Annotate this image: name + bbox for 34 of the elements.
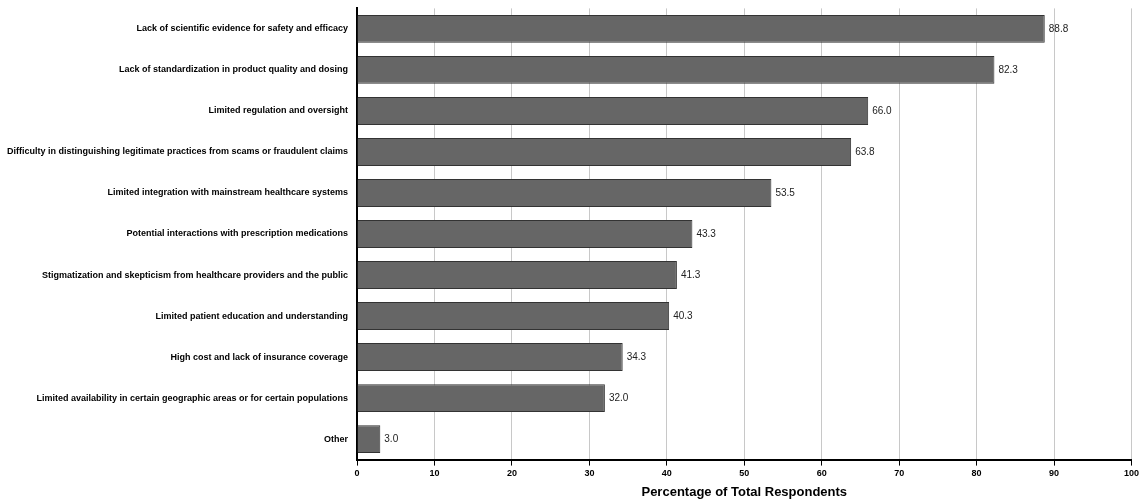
data-label: 32.0 bbox=[608, 391, 629, 403]
x-tick-label: 80 bbox=[971, 468, 982, 479]
y-tick-label: Lack of scientific evidence for safety and efficacy bbox=[136, 23, 349, 34]
y-tick-label: Limited regulation and oversight bbox=[208, 105, 349, 116]
y-tick-label: Potential interactions with prescription medications bbox=[126, 228, 349, 239]
y-tick-label: Lack of standardization in product quality and dosing bbox=[119, 64, 349, 75]
data-label: 66.0 bbox=[872, 104, 893, 116]
x-tick-label: 90 bbox=[1049, 468, 1060, 479]
x-tick-label: 0 bbox=[354, 468, 360, 479]
x-tick-label: 10 bbox=[429, 468, 440, 479]
y-tick-label: Stigmatization and skepticism from healthcare providers and the public bbox=[41, 269, 349, 280]
x-tick-label: 40 bbox=[661, 468, 672, 479]
x-tick-label: 20 bbox=[506, 468, 517, 479]
x-tick-label: 30 bbox=[584, 468, 595, 479]
data-label: 63.8 bbox=[855, 145, 876, 157]
x-tick-label: 70 bbox=[894, 468, 905, 479]
x-tick-label: 100 bbox=[1123, 468, 1140, 479]
data-label: 40.3 bbox=[673, 309, 694, 321]
x-tick-label: 60 bbox=[816, 468, 827, 479]
data-label: 88.8 bbox=[1048, 22, 1069, 34]
data-label: 53.5 bbox=[775, 186, 796, 198]
y-tick-label: Limited patient education and understanding bbox=[155, 310, 349, 321]
y-tick-label: Limited integration with mainstream healthcare systems bbox=[107, 187, 349, 198]
data-label: 3.0 bbox=[384, 432, 399, 444]
y-tick-label: Difficulty in distinguishing legitimate practices from scams or fraudulent claims bbox=[6, 146, 349, 157]
y-tick-label: Limited availability in certain geographic areas or for certain populations bbox=[36, 392, 349, 403]
data-label: 41.3 bbox=[680, 268, 701, 280]
data-label: 43.3 bbox=[696, 227, 717, 239]
y-tick-label: Other bbox=[324, 433, 349, 444]
data-label: 34.3 bbox=[626, 350, 647, 362]
x-tick-label: 50 bbox=[739, 468, 750, 479]
x-axis-title: Percentage of Total Respondents bbox=[641, 483, 848, 499]
data-label: 82.3 bbox=[998, 63, 1019, 75]
y-tick-label: High cost and lack of insurance coverage bbox=[170, 351, 349, 362]
